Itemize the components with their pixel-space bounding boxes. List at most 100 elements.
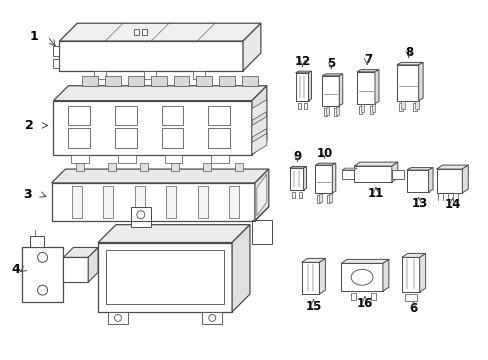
- Text: 9: 9: [293, 150, 301, 163]
- Polygon shape: [150, 76, 166, 86]
- Polygon shape: [358, 105, 361, 113]
- Polygon shape: [164, 155, 182, 163]
- Polygon shape: [162, 105, 183, 125]
- Polygon shape: [251, 133, 266, 154]
- Polygon shape: [353, 166, 391, 182]
- Polygon shape: [332, 163, 335, 193]
- Polygon shape: [63, 257, 88, 282]
- Polygon shape: [341, 264, 382, 291]
- Polygon shape: [356, 69, 378, 72]
- Polygon shape: [229, 186, 239, 218]
- Polygon shape: [401, 253, 425, 257]
- Polygon shape: [301, 262, 319, 294]
- Polygon shape: [254, 169, 268, 221]
- Polygon shape: [303, 166, 306, 190]
- Circle shape: [38, 252, 47, 262]
- Polygon shape: [166, 186, 176, 218]
- Polygon shape: [308, 71, 311, 100]
- Polygon shape: [322, 74, 342, 76]
- Polygon shape: [251, 86, 266, 155]
- Text: 15: 15: [305, 300, 321, 312]
- Polygon shape: [419, 253, 425, 292]
- Polygon shape: [135, 186, 144, 218]
- Polygon shape: [234, 163, 243, 171]
- Polygon shape: [251, 100, 266, 121]
- Polygon shape: [289, 166, 306, 168]
- Polygon shape: [391, 170, 403, 179]
- Polygon shape: [193, 71, 205, 79]
- Polygon shape: [211, 155, 229, 163]
- Polygon shape: [256, 174, 266, 216]
- Polygon shape: [317, 195, 320, 203]
- Polygon shape: [51, 183, 254, 221]
- Polygon shape: [315, 165, 332, 193]
- Polygon shape: [297, 103, 300, 109]
- Polygon shape: [128, 76, 143, 86]
- Polygon shape: [374, 69, 378, 104]
- Polygon shape: [295, 71, 311, 73]
- Polygon shape: [436, 169, 461, 193]
- Polygon shape: [202, 312, 222, 324]
- Polygon shape: [328, 194, 331, 202]
- Polygon shape: [76, 163, 84, 171]
- Polygon shape: [60, 23, 260, 41]
- Polygon shape: [53, 59, 60, 68]
- Polygon shape: [63, 247, 98, 257]
- Polygon shape: [208, 105, 230, 125]
- Text: 4: 4: [11, 263, 20, 276]
- Polygon shape: [162, 129, 183, 148]
- Text: 13: 13: [411, 197, 427, 210]
- Polygon shape: [418, 62, 422, 100]
- Polygon shape: [391, 162, 397, 182]
- Polygon shape: [60, 41, 243, 71]
- Polygon shape: [71, 155, 89, 163]
- Polygon shape: [198, 186, 207, 218]
- Polygon shape: [53, 100, 251, 155]
- Text: 1: 1: [29, 30, 38, 42]
- Circle shape: [38, 285, 47, 295]
- Polygon shape: [103, 186, 113, 218]
- Text: 7: 7: [363, 53, 371, 66]
- Polygon shape: [115, 129, 137, 148]
- Text: 6: 6: [409, 302, 417, 315]
- Polygon shape: [53, 46, 60, 56]
- Polygon shape: [98, 225, 249, 243]
- Polygon shape: [341, 260, 388, 264]
- Text: 3: 3: [23, 188, 32, 201]
- Polygon shape: [289, 168, 303, 190]
- Polygon shape: [322, 76, 339, 105]
- Polygon shape: [461, 165, 468, 193]
- Polygon shape: [412, 103, 416, 111]
- Polygon shape: [315, 163, 335, 165]
- Polygon shape: [400, 102, 404, 109]
- Polygon shape: [94, 71, 106, 79]
- Polygon shape: [134, 29, 139, 35]
- Circle shape: [114, 314, 121, 321]
- Polygon shape: [298, 192, 301, 198]
- Polygon shape: [396, 62, 422, 65]
- Text: 11: 11: [367, 188, 383, 201]
- Ellipse shape: [350, 269, 372, 285]
- Polygon shape: [382, 260, 388, 291]
- Polygon shape: [98, 243, 232, 312]
- Text: 5: 5: [326, 58, 335, 71]
- Circle shape: [208, 314, 215, 321]
- Polygon shape: [335, 107, 338, 114]
- Polygon shape: [371, 104, 374, 112]
- Polygon shape: [350, 293, 355, 300]
- Polygon shape: [30, 235, 43, 247]
- Polygon shape: [68, 105, 90, 125]
- Polygon shape: [326, 195, 330, 203]
- Polygon shape: [325, 107, 328, 114]
- Polygon shape: [82, 76, 98, 86]
- Text: 10: 10: [316, 147, 332, 160]
- Polygon shape: [196, 76, 212, 86]
- Polygon shape: [142, 29, 147, 35]
- Polygon shape: [21, 247, 63, 302]
- Polygon shape: [369, 105, 372, 113]
- Polygon shape: [291, 192, 294, 198]
- Polygon shape: [414, 102, 418, 109]
- Polygon shape: [208, 129, 230, 148]
- Polygon shape: [242, 76, 257, 86]
- Polygon shape: [243, 23, 260, 71]
